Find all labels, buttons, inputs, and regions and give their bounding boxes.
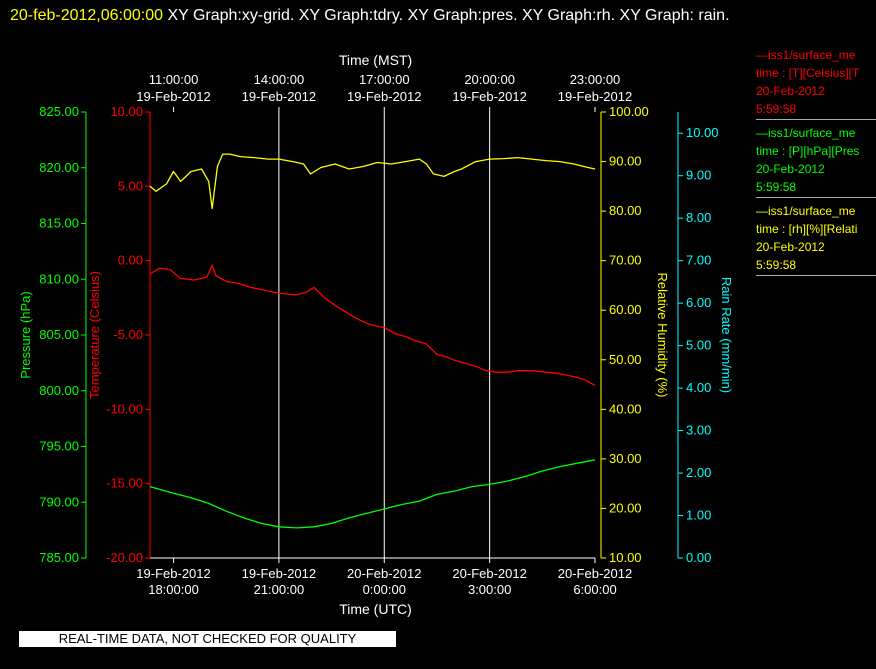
- x-tick-label-utc-date: 19-Feb-2012: [242, 566, 316, 581]
- temperature-tick-label: -10.00: [106, 401, 143, 416]
- x-tick-label-mst-date: 19-Feb-2012: [347, 89, 421, 104]
- rain-axis-title: Rain Rate (mm/min): [719, 277, 734, 393]
- temperature-tick-label: -15.00: [106, 476, 143, 491]
- x-tick-label-mst-time: 14:00:00: [254, 72, 305, 87]
- x-axis-label-mst: Time (MST): [339, 52, 412, 68]
- x-tick-label-utc-date: 20-Feb-2012: [558, 566, 632, 581]
- pressure-tick-label: 825.00: [39, 104, 79, 119]
- rain-tick-label: 1.00: [686, 508, 711, 523]
- humidity-tick-label: 70.00: [609, 253, 642, 268]
- x-tick-label-mst-date: 19-Feb-2012: [452, 89, 526, 104]
- x-tick-label-mst-time: 20:00:00: [464, 72, 515, 87]
- humidity-tick-label: 60.00: [609, 302, 642, 317]
- rain-tick-label: 9.00: [686, 168, 711, 183]
- x-tick-label-utc-date: 19-Feb-2012: [136, 566, 210, 581]
- legend-entry-line1: —iss1/surface_me: [756, 126, 856, 140]
- series-layer: [149, 153, 596, 529]
- humidity-tick-label: 40.00: [609, 401, 642, 416]
- legend-entry-line4: 5:59:58: [756, 180, 797, 194]
- grid-layer: [278, 112, 491, 558]
- rain-tick-label: 7.00: [686, 253, 711, 268]
- temperature-tick-label: 10.00: [110, 104, 143, 119]
- legend: —iss1/surface_me time : [T][Celsius][T 2…: [756, 46, 876, 280]
- x-tick-label-utc-time: 6:00:00: [573, 582, 616, 597]
- legend-entry-line3: 20-Feb-2012: [756, 162, 825, 176]
- humidity-tick-label: 100.00: [609, 104, 649, 119]
- x-tick-label-utc-date: 20-Feb-2012: [347, 566, 421, 581]
- rain-tick-label: 8.00: [686, 210, 711, 225]
- legend-entry-line1: —iss1/surface_me: [756, 204, 856, 218]
- rain-tick-label: 6.00: [686, 295, 711, 310]
- rain-tick-label: 0.00: [686, 550, 711, 565]
- x-tick-label-mst-time: 17:00:00: [359, 72, 410, 87]
- legend-entry-line2: time : [P][hPa][Pres: [756, 144, 860, 158]
- temperature-tick-label: -20.00: [106, 550, 143, 565]
- series-line-temperature: [149, 264, 596, 387]
- legend-entry-temperature[interactable]: —iss1/surface_me time : [T][Celsius][T 2…: [756, 46, 876, 120]
- legend-entry-line2: time : [T][Celsius][T: [756, 66, 860, 80]
- legend-entry-line4: 5:59:58: [756, 258, 797, 272]
- legend-entry-line2: time : [rh][%][Relati: [756, 222, 858, 236]
- rain-tick-label: 3.00: [686, 423, 711, 438]
- legend-entry-pressure[interactable]: —iss1/surface_me time : [P][hPa][Pres 20…: [756, 124, 876, 198]
- x-tick-label-mst-date: 19-Feb-2012: [558, 89, 632, 104]
- quality-notice: REAL-TIME DATA, NOT CHECKED FOR QUALITY: [19, 631, 396, 647]
- axis-labels-layer: 19-Feb-201218:00:0019-Feb-201221:00:0020…: [18, 52, 734, 617]
- rain-tick-label: 5.00: [686, 338, 711, 353]
- pressure-axis-title: Pressure (hPa): [18, 291, 33, 378]
- humidity-tick-label: 90.00: [609, 154, 642, 169]
- pressure-tick-label: 805.00: [39, 327, 79, 342]
- x-tick-label-utc-time: 0:00:00: [363, 582, 406, 597]
- pressure-tick-label: 800.00: [39, 383, 79, 398]
- pressure-tick-label: 815.00: [39, 216, 79, 231]
- humidity-tick-label: 10.00: [609, 550, 642, 565]
- x-tick-label-mst-time: 11:00:00: [149, 72, 199, 87]
- temperature-tick-label: 5.00: [118, 178, 143, 193]
- x-tick-label-utc-time: 21:00:00: [254, 582, 305, 597]
- x-tick-label-utc-time: 18:00:00: [148, 582, 199, 597]
- x-tick-label-utc-time: 3:00:00: [468, 582, 511, 597]
- rain-tick-label: 4.00: [686, 380, 711, 395]
- x-tick-label-mst-date: 19-Feb-2012: [242, 89, 316, 104]
- humidity-tick-label: 80.00: [609, 203, 642, 218]
- legend-entry-line1: —iss1/surface_me: [756, 48, 856, 62]
- temperature-tick-label: -5.00: [113, 327, 143, 342]
- temperature-axis-title: Temperature (Celsius): [87, 271, 102, 399]
- legend-entry-line3: 20-Feb-2012: [756, 84, 825, 98]
- humidity-tick-label: 20.00: [609, 500, 642, 515]
- legend-entry-line3: 20-Feb-2012: [756, 240, 825, 254]
- legend-entry-humidity[interactable]: —iss1/surface_me time : [rh][%][Relati 2…: [756, 202, 876, 276]
- rain-tick-label: 2.00: [686, 465, 711, 480]
- x-tick-label-utc-date: 20-Feb-2012: [452, 566, 526, 581]
- title-datetime: 20-feb-2012,06:00:00: [10, 7, 164, 24]
- x-axis-label-utc: Time (UTC): [339, 601, 412, 617]
- pressure-tick-label: 820.00: [39, 160, 79, 175]
- x-tick-label-mst-date: 19-Feb-2012: [136, 89, 210, 104]
- pressure-tick-label: 795.00: [39, 439, 79, 454]
- legend-entry-line4: 5:59:58: [756, 102, 797, 116]
- pressure-tick-label: 785.00: [39, 550, 79, 565]
- series-line-pressure: [149, 459, 596, 529]
- humidity-tick-label: 30.00: [609, 451, 642, 466]
- pressure-tick-label: 790.00: [39, 494, 79, 509]
- pressure-tick-label: 810.00: [39, 271, 79, 286]
- temperature-tick-label: 0.00: [118, 253, 143, 268]
- rain-tick-label: 10.00: [686, 125, 719, 140]
- title-graph-list: XY Graph:xy-grid. XY Graph:tdry. XY Grap…: [163, 7, 730, 24]
- humidity-tick-label: 50.00: [609, 352, 642, 367]
- title-bar: 20-feb-2012,06:00:00 XY Graph:xy-grid. X…: [10, 2, 870, 29]
- humidity-axis-title: Relative Humidity (%): [655, 273, 670, 398]
- series-line-relative-humidity: [149, 153, 596, 210]
- x-tick-label-mst-time: 23:00:00: [570, 72, 621, 87]
